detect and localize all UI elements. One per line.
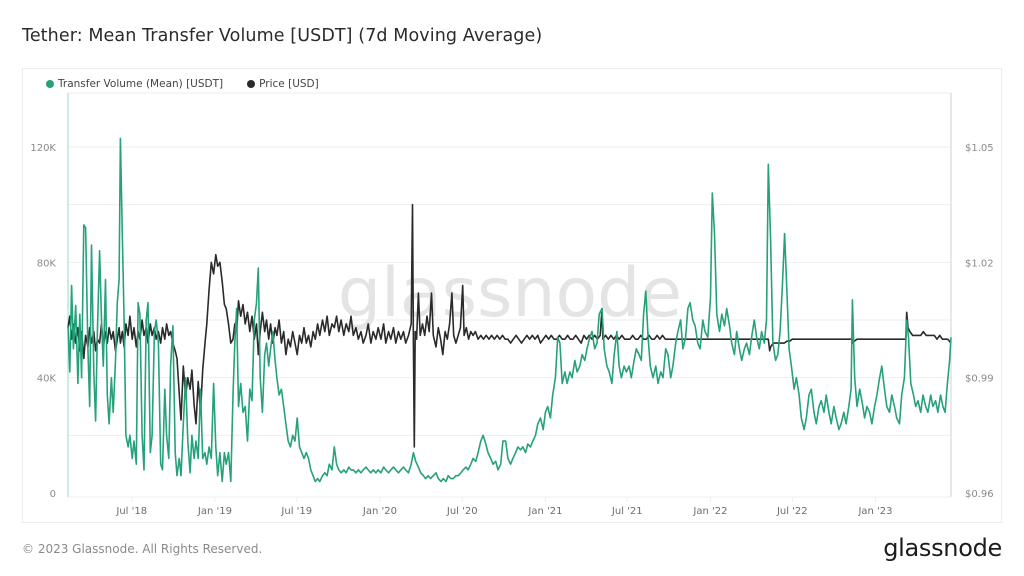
x-tick-label: Jan '21 (527, 506, 562, 517)
y-axis-right: $0.96 $0.99 $1.02 $1.05 (965, 143, 994, 500)
watermark: glassnode (338, 254, 682, 333)
x-tick-label: Jul '22 (776, 506, 808, 517)
legend-item-transfer-volume[interactable]: Transfer Volume (Mean) [USDT] (46, 78, 223, 90)
transfer-volume-line (67, 137, 952, 483)
copyright-text: © 2023 Glassnode. All Rights Reserved. (22, 542, 263, 556)
y-axis-left: 0 40K 80K 120K (30, 143, 56, 500)
x-tick-label: Jul '18 (115, 506, 147, 517)
x-tick-label: Jan '22 (692, 506, 727, 517)
x-tick-label: Jan '23 (857, 506, 892, 517)
chart-legend: Transfer Volume (Mean) [USDT] Price [USD… (46, 78, 319, 90)
legend-dot-icon (247, 80, 256, 88)
price-line (67, 203, 952, 448)
y-right-tick-label: $1.05 (965, 143, 994, 154)
legend-label: Transfer Volume (Mean) [USDT] (58, 78, 224, 90)
x-axis: Jul '18 Jan '19 Jul '19 Jan '20 Jul '20 Jan '… (115, 497, 893, 517)
x-tick-label: Jul '19 (280, 506, 312, 517)
y-right-tick-label: $0.99 (965, 374, 994, 385)
legend-label: Price [USD] (259, 78, 319, 90)
legend-item-price[interactable]: Price [USD] (247, 78, 319, 90)
legend-dot-icon (46, 80, 54, 88)
x-tick-label: Jul '21 (611, 506, 643, 517)
y-left-tick-label: 120K (30, 143, 56, 154)
chart-container (22, 68, 1002, 523)
y-right-tick-label: $1.02 (965, 258, 994, 269)
x-tick-label: Jul '20 (446, 506, 478, 517)
x-tick-label: Jan '19 (197, 506, 232, 517)
x-tick-label: Jan '20 (362, 506, 397, 517)
chart-title: Tether: Mean Transfer Volume [USDT] (7d … (22, 26, 543, 46)
y-left-tick-label: 0 (50, 489, 56, 500)
y-left-tick-label: 40K (37, 374, 57, 385)
glassnode-logo: glassnode (883, 534, 1002, 562)
y-right-tick-label: $0.96 (965, 489, 994, 500)
y-left-tick-label: 80K (37, 258, 57, 269)
